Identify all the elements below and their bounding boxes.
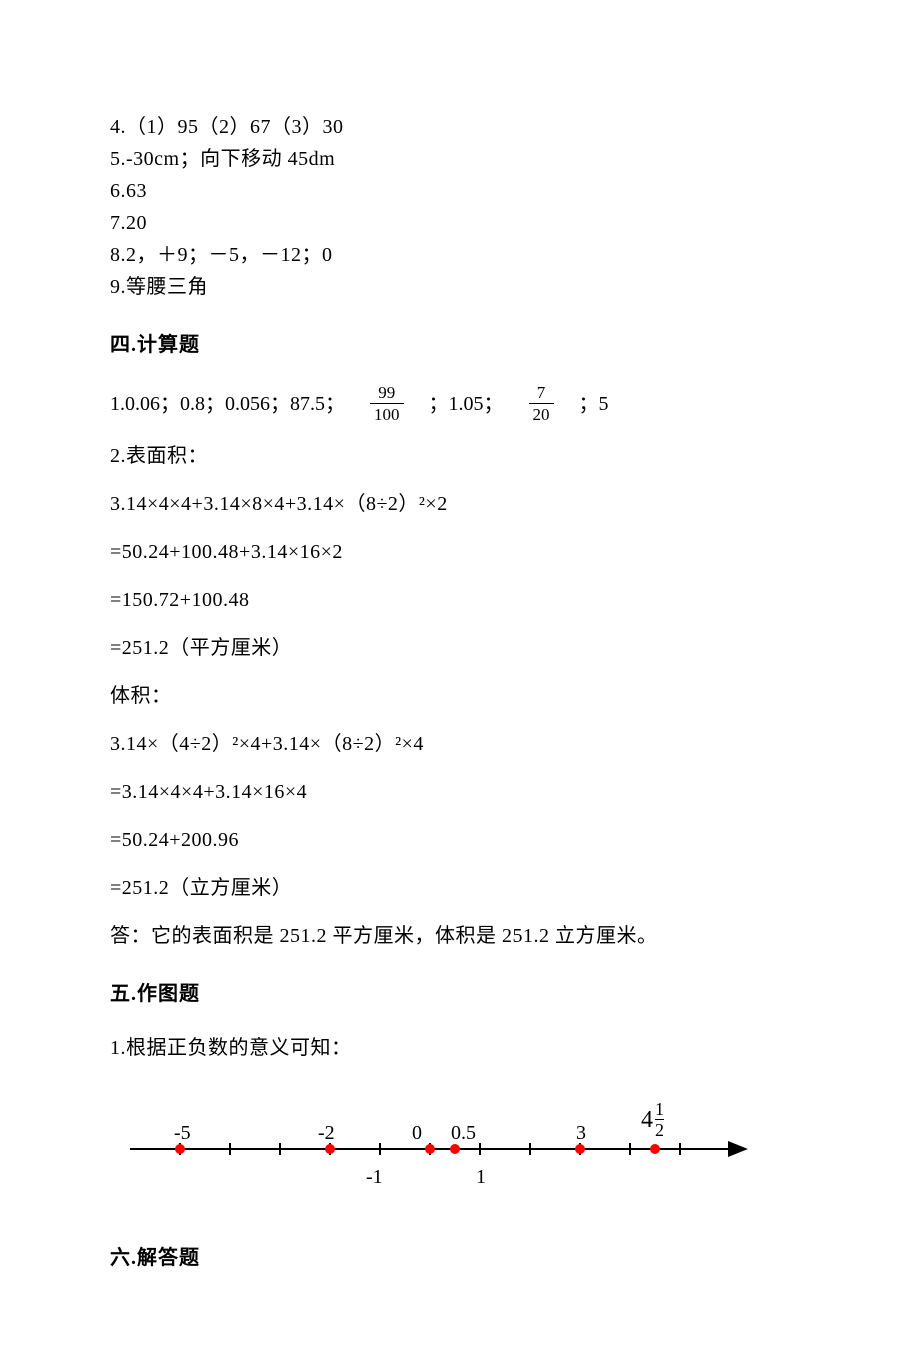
point-label: 1	[476, 1162, 486, 1192]
volume-calc-line: =50.24+200.96	[110, 825, 810, 855]
q1-mid: ；1.05；	[429, 389, 504, 419]
point-label: 0	[412, 1118, 422, 1148]
mixed-fraction: 12	[655, 1100, 664, 1139]
tick-mark	[379, 1143, 381, 1155]
surface-calc-line: 3.14×4×4+3.14×8×4+3.14×（8÷2）²×2	[110, 489, 810, 519]
tick-mark	[679, 1143, 681, 1155]
volume-label: 体积：	[110, 681, 810, 711]
answer-line: 4.（1）95（2）67（3）30	[110, 112, 810, 142]
fraction-denominator: 100	[370, 403, 404, 423]
plotted-point	[650, 1144, 660, 1154]
fraction-denominator: 20	[529, 403, 554, 423]
answers-block: 4.（1）95（2）67（3）30 5.-30cm；向下移动 45dm 6.63…	[110, 112, 810, 302]
tick-mark	[479, 1143, 481, 1155]
fraction-numerator: 99	[374, 384, 399, 403]
tick-mark	[279, 1143, 281, 1155]
mixed-whole: 4	[641, 1102, 653, 1138]
fraction-99-100: 99 100	[370, 384, 404, 423]
volume-calc-line: =251.2（立方厘米）	[110, 873, 810, 903]
tick-mark	[529, 1143, 531, 1155]
plotted-point	[425, 1144, 435, 1154]
fraction-numerator: 7	[533, 384, 550, 403]
volume-calc-line: =3.14×4×4+3.14×16×4	[110, 777, 810, 807]
section5-heading: 五.作图题	[110, 979, 810, 1009]
point-label-mixed: 412	[641, 1100, 664, 1139]
tick-mark	[229, 1143, 231, 1155]
section4-heading: 四.计算题	[110, 330, 810, 360]
answer-line: 5.-30cm；向下移动 45dm	[110, 144, 810, 174]
point-label: 3	[576, 1118, 586, 1148]
answer-line: 6.63	[110, 176, 810, 206]
surface-calc-line: =50.24+100.48+3.14×16×2	[110, 537, 810, 567]
point-label: -1	[366, 1162, 383, 1192]
fraction-denominator: 2	[655, 1119, 664, 1139]
answer-line: 9.等腰三角	[110, 272, 810, 302]
surface-calc-line: =251.2（平方厘米）	[110, 633, 810, 663]
section6-heading: 六.解答题	[110, 1243, 810, 1273]
conclusion-line: 答：它的表面积是 251.2 平方厘米，体积是 251.2 立方厘米。	[110, 921, 810, 951]
surface-calc-line: =150.72+100.48	[110, 585, 810, 615]
point-label: -2	[318, 1118, 335, 1148]
q2-label: 2.表面积：	[110, 441, 810, 471]
answer-line: 8.2，＋9；－5，－12；0	[110, 240, 810, 270]
section5-line1: 1.根据正负数的意义可知：	[110, 1033, 810, 1063]
q1-prefix: 1.0.06；0.8；0.056；87.5；	[110, 389, 345, 419]
calc-q1-row: 1.0.06；0.8；0.056；87.5； 99 100 ；1.05； 7 2…	[110, 384, 810, 423]
fraction-7-20: 7 20	[529, 384, 554, 423]
fraction-numerator: 1	[655, 1100, 664, 1119]
tick-mark	[629, 1143, 631, 1155]
q1-suffix: ；5	[579, 389, 609, 419]
number-line-diagram: -5-2-100.513412	[130, 1093, 770, 1203]
axis-arrow-icon	[728, 1141, 748, 1157]
point-label: -5	[174, 1118, 191, 1148]
point-label: 0.5	[451, 1118, 476, 1148]
answer-line: 7.20	[110, 208, 810, 238]
volume-calc-line: 3.14×（4÷2）²×4+3.14×（8÷2）²×4	[110, 729, 810, 759]
